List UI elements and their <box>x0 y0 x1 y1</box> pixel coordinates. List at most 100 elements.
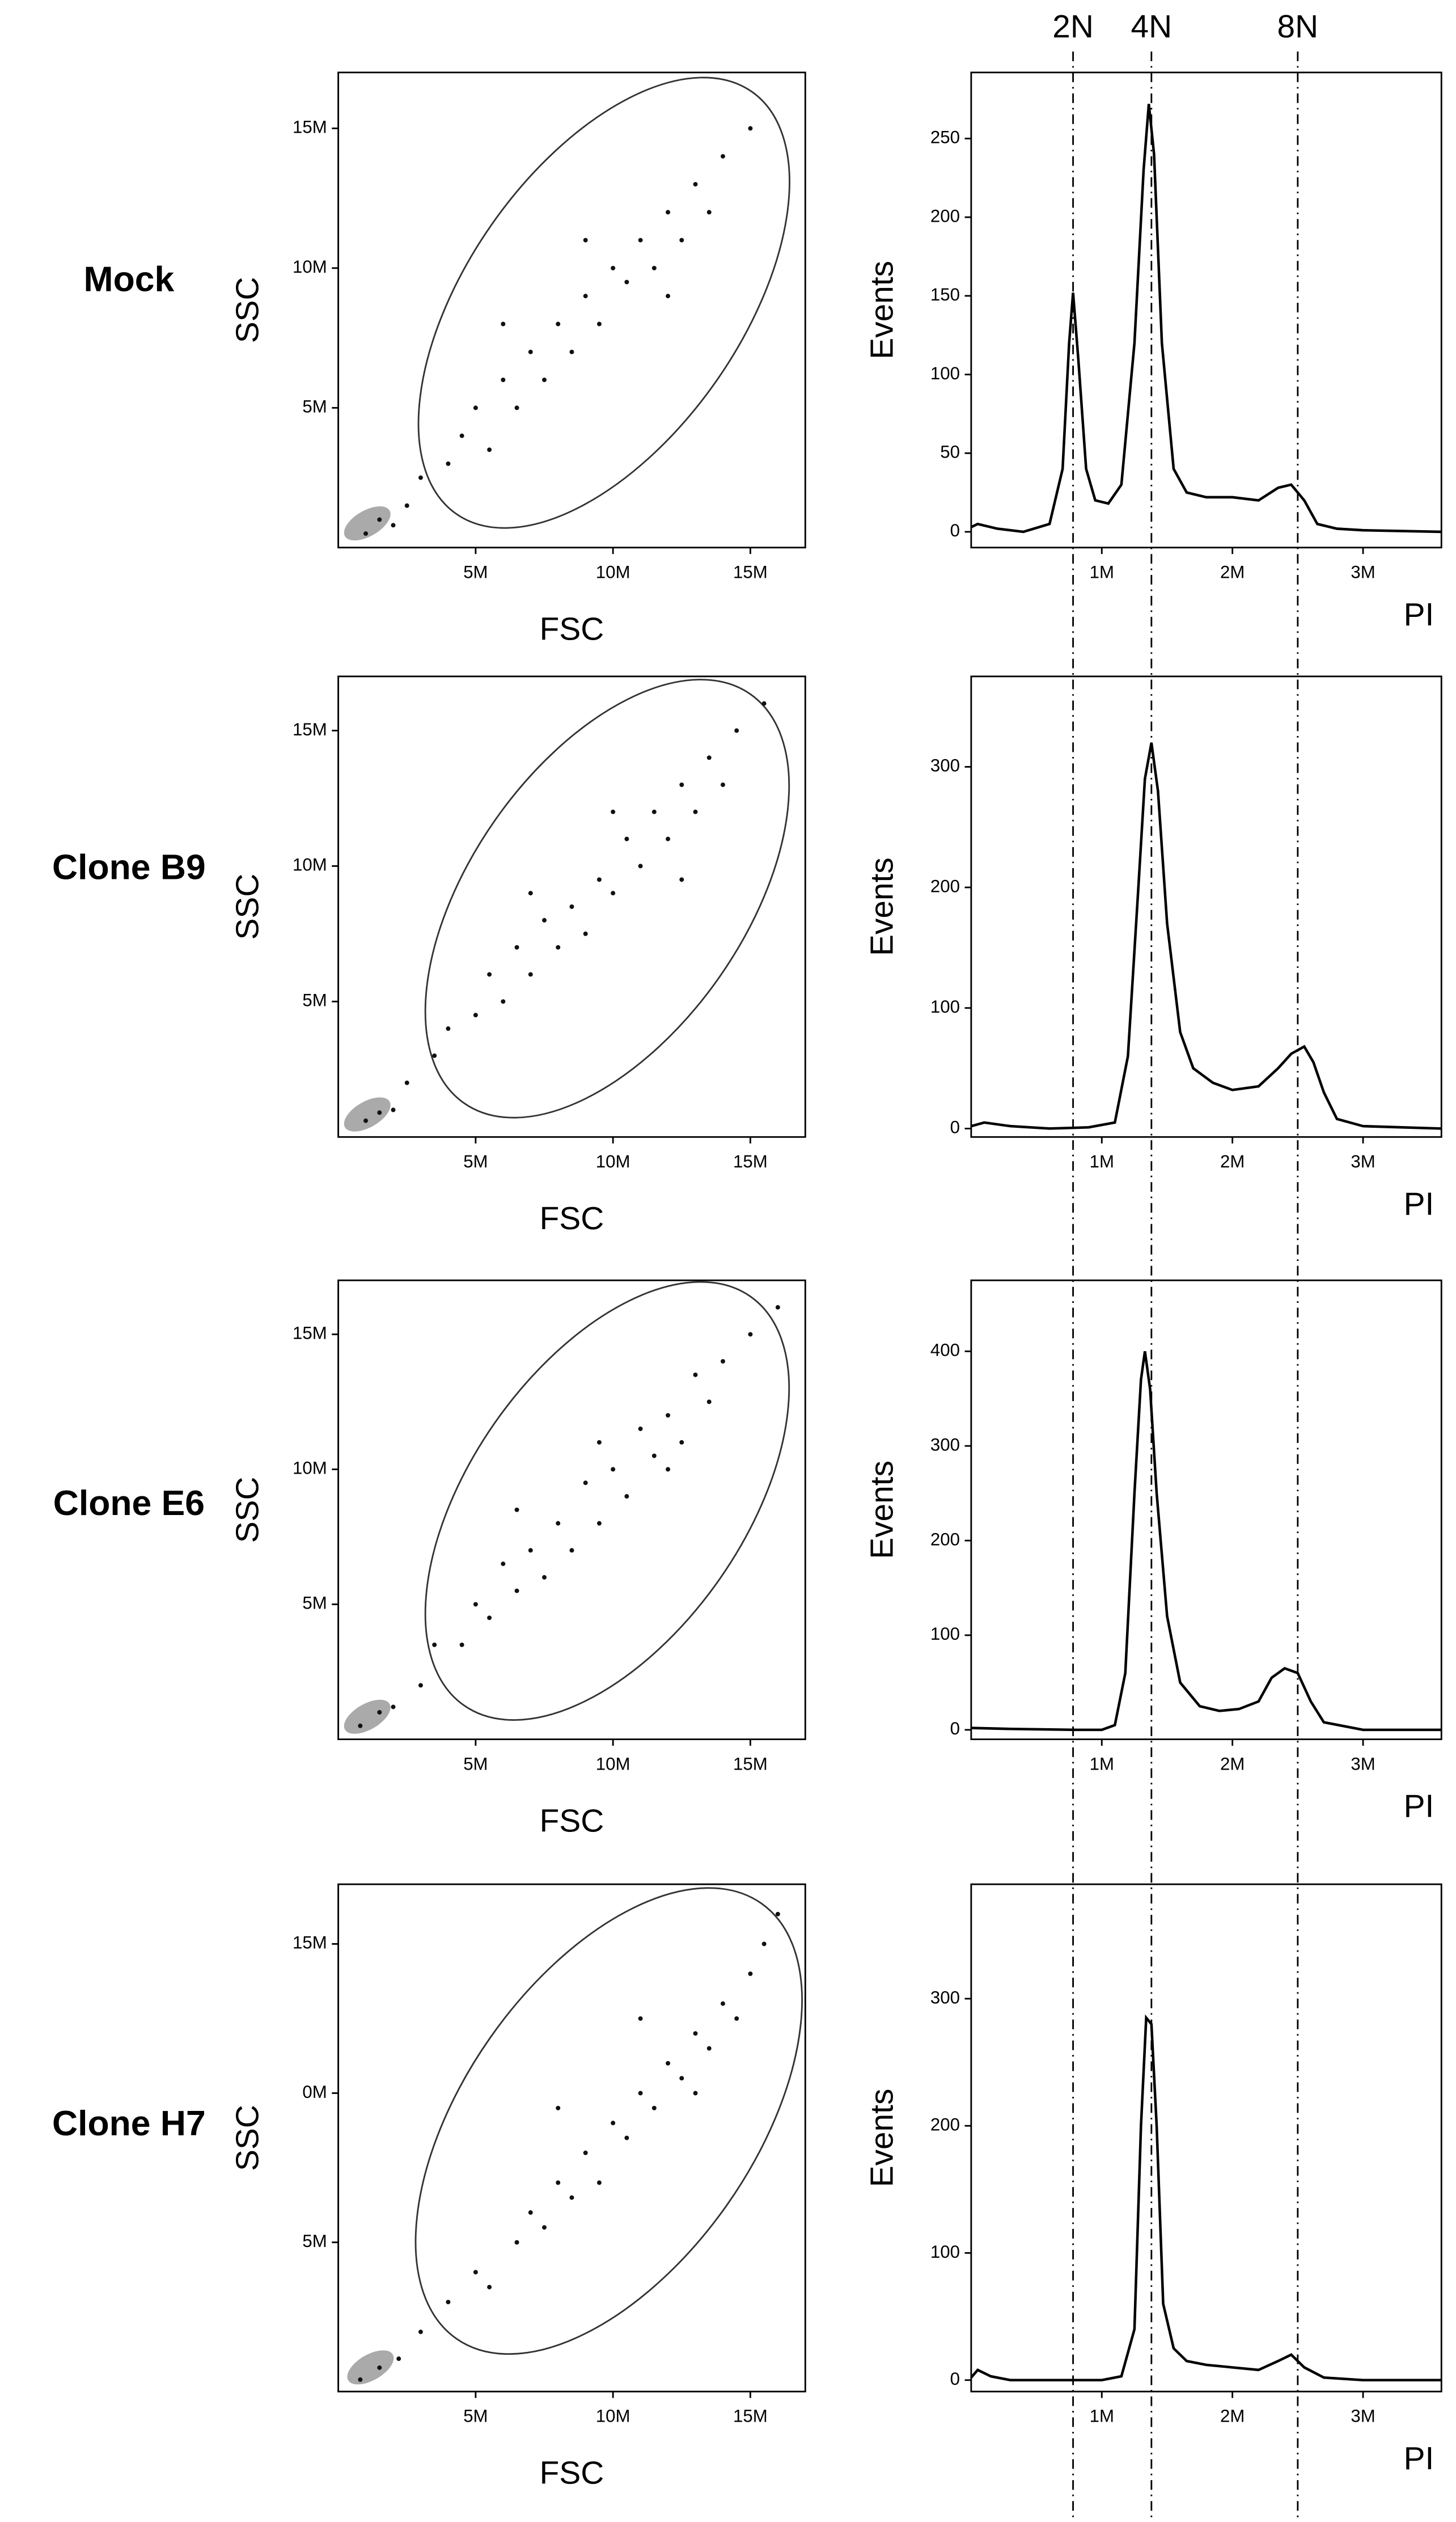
y-tick-label: 400 <box>930 1340 960 1360</box>
event-point <box>596 2180 602 2185</box>
event-point <box>528 349 533 354</box>
event-point <box>404 503 409 508</box>
event-point <box>358 1723 363 1728</box>
event-point <box>611 265 616 270</box>
x-tick-label: 10M <box>596 2406 630 2426</box>
event-point <box>391 1704 396 1709</box>
y-tick-label: 10M <box>293 257 327 277</box>
event-point <box>514 945 519 950</box>
event-point <box>487 2284 492 2290</box>
event-point <box>459 433 464 438</box>
event-point <box>542 2225 547 2230</box>
y-tick-label: 50 <box>940 442 960 462</box>
event-point <box>501 321 506 327</box>
x-tick-label: 3M <box>1351 1754 1375 1774</box>
y-axis-title: SSC <box>230 277 265 343</box>
y-tick-label: 5M <box>302 2231 327 2251</box>
x-tick-label: 1M <box>1090 562 1114 582</box>
event-point <box>611 891 616 896</box>
event-point <box>734 2016 739 2021</box>
event-point <box>748 1971 753 1977</box>
y-tick-label: 5M <box>302 991 327 1010</box>
x-axis-title: FSC <box>540 611 604 647</box>
event-point <box>596 1440 602 1445</box>
y-tick-label: 15M <box>293 1323 327 1343</box>
row-label: Clone B9 <box>52 847 206 887</box>
plot-frame <box>970 675 1442 1138</box>
event-point <box>761 1941 767 1946</box>
debris-cloud <box>347 2350 394 2385</box>
event-point <box>596 321 602 327</box>
scatter-panel: 5M 10M 15M 5M 10M 15M FSC SSC <box>230 1279 806 1839</box>
event-point <box>473 1602 478 1607</box>
event-point <box>748 126 753 131</box>
y-axis-title: Events <box>865 857 900 956</box>
event-point <box>666 210 671 215</box>
y-tick-label: 150 <box>930 285 960 304</box>
event-point <box>446 1026 451 1031</box>
event-point <box>651 809 657 814</box>
plot-frame <box>337 675 806 1138</box>
x-tick-label: 15M <box>733 2406 768 2426</box>
gate <box>424 679 790 1119</box>
event-point <box>596 1521 602 1526</box>
y-tick-label: 200 <box>930 1529 960 1549</box>
y-axis-title: Events <box>865 261 900 359</box>
event-point <box>391 1107 396 1112</box>
ploidy-label: 4N <box>1131 9 1173 45</box>
event-point <box>679 2076 684 2081</box>
event-point <box>487 1615 492 1620</box>
event-point <box>775 1305 780 1310</box>
event-point <box>528 1548 533 1553</box>
event-point <box>501 378 506 382</box>
x-axis-title: PI <box>1404 1789 1434 1825</box>
y-tick-label: 0 <box>950 521 960 540</box>
event-point <box>651 2105 657 2110</box>
histogram-line <box>971 1351 1442 1732</box>
event-point <box>693 2091 698 2096</box>
event-point <box>514 1507 519 1512</box>
event-point <box>679 238 684 243</box>
event-point <box>775 1911 780 1916</box>
event-point <box>556 2180 561 2185</box>
x-tick-label: 2M <box>1220 1152 1245 1171</box>
x-tick-label: 3M <box>1351 1152 1375 1171</box>
gate <box>414 1887 803 2355</box>
event-point <box>666 1413 671 1418</box>
event-point <box>432 1053 437 1058</box>
x-tick-label: 15M <box>733 1152 768 1171</box>
event-point <box>459 1642 464 1647</box>
debris-cloud <box>344 1699 391 1734</box>
event-point <box>583 931 588 936</box>
histogram-line <box>971 742 1442 1130</box>
event-point <box>487 972 492 977</box>
event-point <box>556 945 561 950</box>
debris <box>344 506 394 2385</box>
x-tick-label: 5M <box>463 2406 488 2426</box>
y-tick-label: 0 <box>950 1719 960 1738</box>
x-tick-label: 10M <box>596 1152 630 1171</box>
event-point <box>569 349 574 354</box>
y-tick-label: 15M <box>293 720 327 739</box>
line-panel: 1M 2M 3M 0 50 100 150 200 250 PI Events <box>865 71 1442 633</box>
event-point <box>693 2031 698 2036</box>
event-point <box>624 280 629 285</box>
x-tick-label: 1M <box>1090 1754 1114 1774</box>
y-tick-label: 15M <box>293 1933 327 1953</box>
x-tick-label: 5M <box>463 1754 488 1774</box>
event-point <box>638 864 643 869</box>
event-point <box>514 2240 519 2245</box>
event-point <box>596 877 602 882</box>
y-tick-label: 0 <box>950 1118 960 1137</box>
event-point <box>396 2356 401 2362</box>
event-point <box>611 2121 616 2126</box>
event-point <box>556 2105 561 2110</box>
event-point <box>666 836 671 841</box>
event-point <box>569 1548 574 1553</box>
y-axis-title: SSC <box>230 874 265 940</box>
line-panel: 1M 2M 3M 0 100 200 300 400 PI Events <box>865 1279 1442 1825</box>
event-point <box>651 1453 657 1458</box>
event-point <box>377 2365 382 2370</box>
event-point <box>501 999 506 1004</box>
event-point <box>666 2061 671 2066</box>
